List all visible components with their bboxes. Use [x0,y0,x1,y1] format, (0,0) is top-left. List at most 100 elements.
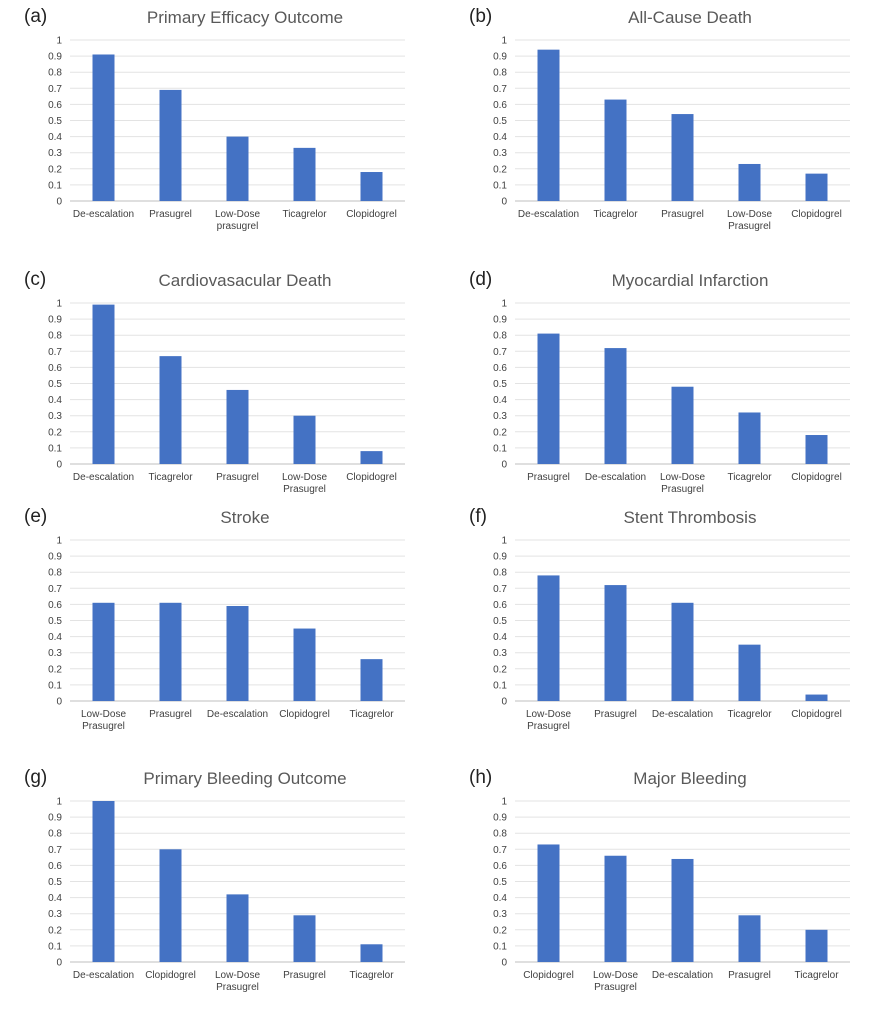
y-tick-label: 0.1 [493,443,507,454]
y-tick-label: 0.7 [493,347,507,358]
y-tick-label: 0.8 [493,829,507,840]
bar [159,849,182,962]
y-tick-label: 0.3 [48,148,62,159]
y-tick-label: 0.5 [493,379,507,390]
x-tick-label: Low-Dose Prasugrel [214,970,261,993]
x-tick-label: De-escalation [584,472,647,483]
y-tick-label: 0.8 [48,68,62,79]
x-tick-label: Prasugrel [283,970,326,981]
bar-chart: 0 0.1 0.2 0.3 0.4 0.5 0.6 0.7 0.8 0.9 1 [48,797,405,969]
bar [360,172,383,201]
x-tick-label: Ticagrelor [349,970,394,981]
x-tick-label: Ticagrelor [349,709,394,720]
x-tick-label: Ticagrelor [148,472,193,483]
y-tick-label: 0.8 [48,568,62,579]
x-tick-label: Ticagrelor [794,970,839,981]
y-tick-label: 0.6 [48,600,62,611]
bar [738,644,761,701]
x-tick-label: Clopidogrel [791,209,842,220]
y-tick-label: 0.7 [48,84,62,95]
bar [604,855,627,962]
bar [293,915,316,962]
y-tick-label: 0.6 [48,100,62,111]
bar [293,415,316,464]
y-tick-label: 0.2 [493,164,507,175]
y-tick-label: 0.3 [48,909,62,920]
x-tick-label: Low-Dose Prasugrel [525,709,572,732]
y-tick-label: 1 [56,299,62,310]
y-tick-label: 0.4 [48,893,62,904]
y-tick-label: 0.6 [493,600,507,611]
x-tick-label: Clopidogrel [523,970,574,981]
bar [92,801,115,962]
y-tick-label: 0.7 [493,845,507,856]
y-tick-label: 0.6 [48,861,62,872]
y-tick-label: 0.1 [493,680,507,691]
panel-label: (h) [469,767,493,788]
y-tick-label: 0.3 [493,411,507,422]
y-tick-label: 0 [501,958,507,969]
y-tick-label: 0.4 [493,395,507,406]
y-tick-label: 0.3 [48,411,62,422]
bar [537,49,560,201]
bar [92,304,115,464]
y-tick-label: 0.1 [48,443,62,454]
y-tick-label: 0.8 [48,829,62,840]
x-tick-label: De-escalation [72,472,135,483]
bar [671,114,694,201]
y-tick-label: 0.9 [493,552,507,563]
bar [92,54,115,201]
bar [671,858,694,962]
chart-panel: (h) Major Bleeding 0 0.1 0.2 0.3 0.4 0.5 0.6 0.7 0… [465,767,890,1012]
x-tick-label: Ticagrelor [727,709,772,720]
bar [805,173,828,201]
y-tick-label: 0.6 [493,363,507,374]
bar [805,694,828,701]
bar [360,659,383,701]
y-tick-label: 0.5 [493,877,507,888]
y-tick-label: 0.2 [493,664,507,675]
y-tick-label: 0.9 [48,52,62,63]
y-tick-label: 0.1 [493,180,507,191]
y-tick-label: 0.2 [493,925,507,936]
y-tick-label: 0.6 [493,100,507,111]
bar [293,628,316,701]
x-tick-label: De-escalation [651,970,714,981]
y-tick-label: 0.9 [48,315,62,326]
y-tick-label: 0.5 [48,616,62,627]
y-tick-label: 0.1 [48,941,62,952]
chart-title: Primary Efficacy Outcome [146,8,344,27]
y-tick-label: 0 [56,958,62,969]
x-tick-label: De-escalation [72,970,135,981]
bar-chart: 0 0.1 0.2 0.3 0.4 0.5 0.6 0.7 0.8 0.9 1 [493,536,850,708]
x-tick-label: Clopidogrel [346,209,397,220]
x-tick-label: Clopidogrel [791,472,842,483]
chart-title: All-Cause Death [628,8,752,27]
y-tick-label: 0.3 [493,148,507,159]
chart-title: Stent Thrombosis [623,508,757,527]
x-tick-label: Prasugrel [661,209,704,220]
y-tick-label: 0.7 [48,347,62,358]
x-tick-label: De-escalation [206,709,269,720]
bar [226,389,249,464]
bar [92,602,115,701]
x-tick-label: Prasugrel [149,709,192,720]
bar [293,147,316,201]
y-tick-label: 0.9 [48,813,62,824]
y-tick-label: 1 [56,797,62,808]
y-tick-label: 0 [501,697,507,708]
bar [671,386,694,464]
chart-panel: (c) Cardiovasacular Death 0 0.1 0.2 0.3 0.4 0.5… [20,269,450,514]
x-tick-label: Prasugrel [728,970,771,981]
bar [537,575,560,701]
y-tick-label: 0.3 [493,909,507,920]
bar-chart: 0 0.1 0.2 0.3 0.4 0.5 0.6 0.7 0.8 0.9 1 [493,797,850,969]
bar [738,412,761,464]
chart-panel: (g) Primary Bleeding Outcome 0 0.1 0.2 0.3 0.4… [20,767,450,1012]
bar [159,356,182,464]
panel-label: (c) [24,269,47,290]
y-tick-label: 0.2 [48,664,62,675]
y-tick-label: 0.8 [48,331,62,342]
bar [738,915,761,962]
